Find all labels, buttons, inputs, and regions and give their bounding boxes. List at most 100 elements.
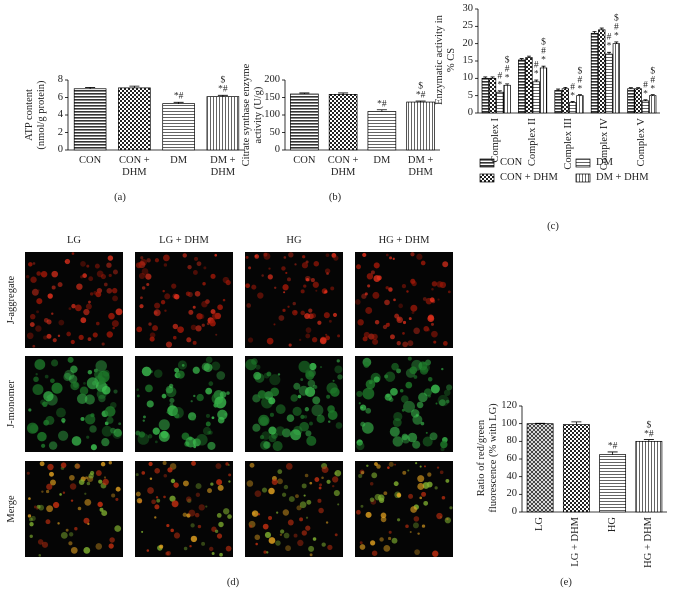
cell-signal bbox=[399, 389, 404, 393]
cell-signal bbox=[434, 486, 438, 490]
cell-signal bbox=[301, 483, 307, 489]
cell-signal bbox=[248, 266, 252, 270]
cell-signal bbox=[423, 465, 426, 468]
cell-signal bbox=[384, 371, 396, 382]
cell-signal bbox=[251, 510, 259, 517]
cell-signal bbox=[95, 291, 102, 298]
cell-signal bbox=[305, 525, 311, 531]
cell-signal bbox=[87, 369, 93, 375]
cell-signal bbox=[437, 394, 449, 407]
cell-signal bbox=[69, 474, 75, 481]
error-bar bbox=[415, 100, 426, 103]
cell-signal bbox=[146, 282, 150, 287]
cell-signal bbox=[396, 340, 401, 346]
cell-signal bbox=[101, 425, 113, 437]
cell-signal bbox=[40, 270, 48, 278]
cell-signal bbox=[407, 432, 418, 443]
cell-signal bbox=[192, 305, 196, 309]
cell-signal bbox=[27, 514, 32, 518]
cell-signal bbox=[245, 359, 257, 371]
cell-signal bbox=[222, 298, 226, 302]
cell-signal bbox=[30, 276, 37, 283]
y-tick-label: 100 bbox=[501, 417, 517, 429]
cell-signal bbox=[96, 270, 104, 278]
cell-signal bbox=[332, 312, 338, 317]
cell-signal bbox=[95, 470, 102, 476]
cell-signal bbox=[328, 319, 332, 323]
y-tick-label: 20 bbox=[462, 37, 474, 49]
cell-signal bbox=[158, 430, 170, 442]
cell-signal bbox=[447, 290, 451, 294]
cell-signal bbox=[309, 362, 317, 371]
cell-signal bbox=[174, 367, 180, 373]
cell-signal bbox=[162, 289, 165, 293]
significance-mark: * bbox=[497, 80, 503, 91]
cell-signal bbox=[165, 341, 173, 348]
cell-signal bbox=[311, 337, 318, 343]
cell-signal bbox=[26, 471, 30, 475]
cell-signal bbox=[431, 330, 438, 338]
cell-signal bbox=[43, 317, 49, 323]
cell-signal bbox=[151, 499, 156, 505]
cell-signal bbox=[391, 362, 399, 371]
cell-signal bbox=[446, 384, 453, 391]
cell-signal bbox=[269, 374, 281, 386]
cell-signal bbox=[99, 507, 104, 512]
bar bbox=[635, 440, 663, 513]
cell-signal bbox=[192, 270, 198, 275]
cell-signal bbox=[167, 467, 173, 473]
cell-signal bbox=[70, 365, 78, 373]
cell-signal bbox=[370, 270, 375, 275]
cell-signal bbox=[327, 405, 335, 413]
cell-signal bbox=[217, 409, 228, 420]
cell-signal bbox=[172, 407, 184, 419]
y-tick-label: 5 bbox=[467, 89, 473, 101]
cell-signal bbox=[187, 264, 192, 270]
cell-signal bbox=[328, 420, 331, 423]
y-tick-label: 0 bbox=[57, 143, 63, 155]
cell-signal bbox=[225, 279, 231, 286]
significance-mark: * bbox=[650, 84, 656, 95]
cell-signal bbox=[108, 543, 114, 549]
cell-signal bbox=[287, 519, 294, 526]
significance-mark: *# bbox=[644, 429, 654, 440]
cell-signal bbox=[253, 371, 262, 380]
cell-signal bbox=[38, 504, 45, 511]
cell-signal bbox=[84, 498, 92, 506]
cell-signal bbox=[84, 492, 87, 495]
cell-signal bbox=[449, 506, 453, 510]
cell-signal bbox=[356, 439, 363, 446]
cell-signal bbox=[101, 342, 105, 346]
cell-signal bbox=[135, 473, 139, 477]
cell-signal bbox=[412, 440, 421, 449]
cell-signal bbox=[154, 302, 161, 309]
cell-signal bbox=[305, 278, 310, 282]
cell-signal bbox=[51, 312, 54, 315]
cell-signal bbox=[332, 484, 335, 488]
cell-signal bbox=[423, 500, 429, 506]
cell-signal bbox=[280, 529, 285, 534]
micrograph bbox=[245, 461, 343, 557]
cell-signal bbox=[111, 320, 119, 328]
cell-signal bbox=[63, 372, 72, 382]
legend-swatch bbox=[479, 158, 495, 168]
cell-signal bbox=[333, 255, 339, 261]
cell-signal bbox=[427, 394, 431, 398]
cell-signal bbox=[440, 447, 445, 452]
x-tick-label: Complex II bbox=[526, 118, 538, 167]
cell-signal bbox=[167, 405, 178, 417]
cell-signal bbox=[326, 394, 331, 399]
cell-signal bbox=[419, 465, 422, 468]
cell-signal bbox=[94, 263, 100, 269]
cell-signal bbox=[170, 528, 174, 533]
cell-signal bbox=[51, 285, 56, 290]
panel-caption: (b) bbox=[328, 191, 342, 203]
x-tick-label: CON + DHM bbox=[327, 155, 359, 179]
cell-signal bbox=[254, 254, 257, 258]
cell-signal bbox=[444, 517, 452, 524]
cell-signal bbox=[255, 364, 261, 370]
cell-signal bbox=[71, 252, 75, 255]
cell-signal bbox=[396, 492, 402, 498]
cell-signal bbox=[37, 289, 40, 292]
cell-signal bbox=[42, 401, 48, 407]
